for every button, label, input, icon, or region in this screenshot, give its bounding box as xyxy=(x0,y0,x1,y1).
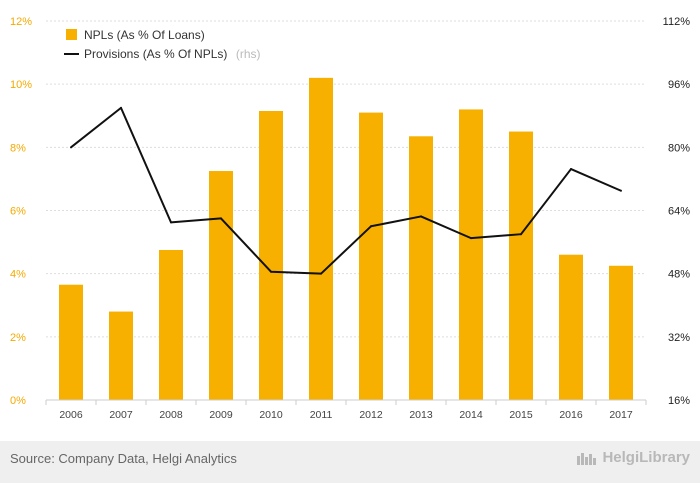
line-point xyxy=(570,168,572,171)
bar xyxy=(259,111,283,400)
provisions-line xyxy=(70,106,622,275)
right-axis-tick-label: 80% xyxy=(668,142,690,154)
line-point xyxy=(620,189,622,192)
bar xyxy=(309,77,333,400)
legend-swatch-npl xyxy=(66,29,77,40)
left-axis-tick-label: 0% xyxy=(10,395,26,407)
legend-label-npl: NPLs (As % Of Loans) xyxy=(84,28,205,42)
bar xyxy=(459,109,483,400)
line-point xyxy=(520,233,522,236)
left-axis: 0% 2% 4% 6% 8% 10% 12% xyxy=(10,16,32,407)
bar xyxy=(109,311,133,400)
right-axis-tick-label: 112% xyxy=(663,16,691,28)
provisions-line-path xyxy=(70,106,622,275)
x-axis-tick-label: 2016 xyxy=(559,409,583,421)
x-axis: 2006 2007 2008 2009 2010 2011 2012 2013 2014 2015… xyxy=(45,399,647,421)
x-axis-tick-label: 2008 xyxy=(159,409,183,421)
bar xyxy=(159,249,183,400)
bar xyxy=(209,171,233,400)
left-axis-tick-label: 2% xyxy=(10,332,26,344)
right-axis-tick-label: 96% xyxy=(668,79,690,91)
brand-logo: HelgiLibrary xyxy=(576,449,690,466)
right-axis: 16% 32% 48% 64% 80% 96% 112% xyxy=(663,16,691,407)
x-axis-tick-label: 2009 xyxy=(209,409,233,421)
bar xyxy=(509,131,533,400)
line-point xyxy=(70,146,72,149)
legend-label-provisions: Provisions (As % Of NPLs) (rhs) xyxy=(84,45,261,62)
x-axis-tick-label: 2006 xyxy=(59,409,83,421)
left-axis-tick-label: 10% xyxy=(10,79,32,91)
chart: 0%2%4%6%8%10%12% 16%32%48%64%80%96%112% … xyxy=(10,16,691,421)
bar xyxy=(359,112,383,400)
bar xyxy=(559,254,583,400)
legend: NPLs (As % Of Loans) Provisions (As % Of… xyxy=(64,28,261,62)
line-point xyxy=(470,237,472,240)
line-point xyxy=(120,106,122,109)
library-icon xyxy=(577,452,597,465)
right-axis-tick-label: 64% xyxy=(668,206,690,218)
line-point xyxy=(270,270,272,273)
right-axis-tick-label: 16% xyxy=(668,395,690,407)
x-axis-tick-label: 2013 xyxy=(409,409,433,421)
npl-bars xyxy=(59,77,633,400)
bar xyxy=(409,136,433,400)
x-axis-tick-label: 2011 xyxy=(310,409,333,421)
right-axis-tick-label: 48% xyxy=(668,269,690,281)
x-axis-tick-label: 2017 xyxy=(609,409,633,421)
x-axis-tick-label: 2015 xyxy=(509,409,533,421)
line-point xyxy=(370,225,372,228)
bar xyxy=(59,284,83,400)
right-axis-tick-label: 32% xyxy=(668,332,690,344)
line-point xyxy=(170,221,172,224)
brand-name: HelgiLibrary xyxy=(602,449,690,466)
gridlines xyxy=(46,20,646,338)
line-point xyxy=(420,215,422,218)
footer: Source: Company Data, Helgi Analytics He… xyxy=(0,441,700,483)
bar xyxy=(609,265,633,400)
line-point xyxy=(320,272,322,275)
x-axis-tick-label: 2010 xyxy=(259,409,283,421)
source-note: Source: Company Data, Helgi Analytics xyxy=(10,451,237,466)
left-axis-tick-label: 8% xyxy=(10,142,26,154)
left-axis-tick-label: 4% xyxy=(10,269,26,281)
x-axis-tick-label: 2007 xyxy=(109,409,133,421)
x-axis-tick-label: 2012 xyxy=(359,409,383,421)
left-axis-tick-label: 12% xyxy=(10,16,32,28)
left-axis-tick-label: 6% xyxy=(10,206,26,218)
line-point xyxy=(220,217,222,220)
x-axis-tick-label: 2014 xyxy=(459,409,483,421)
